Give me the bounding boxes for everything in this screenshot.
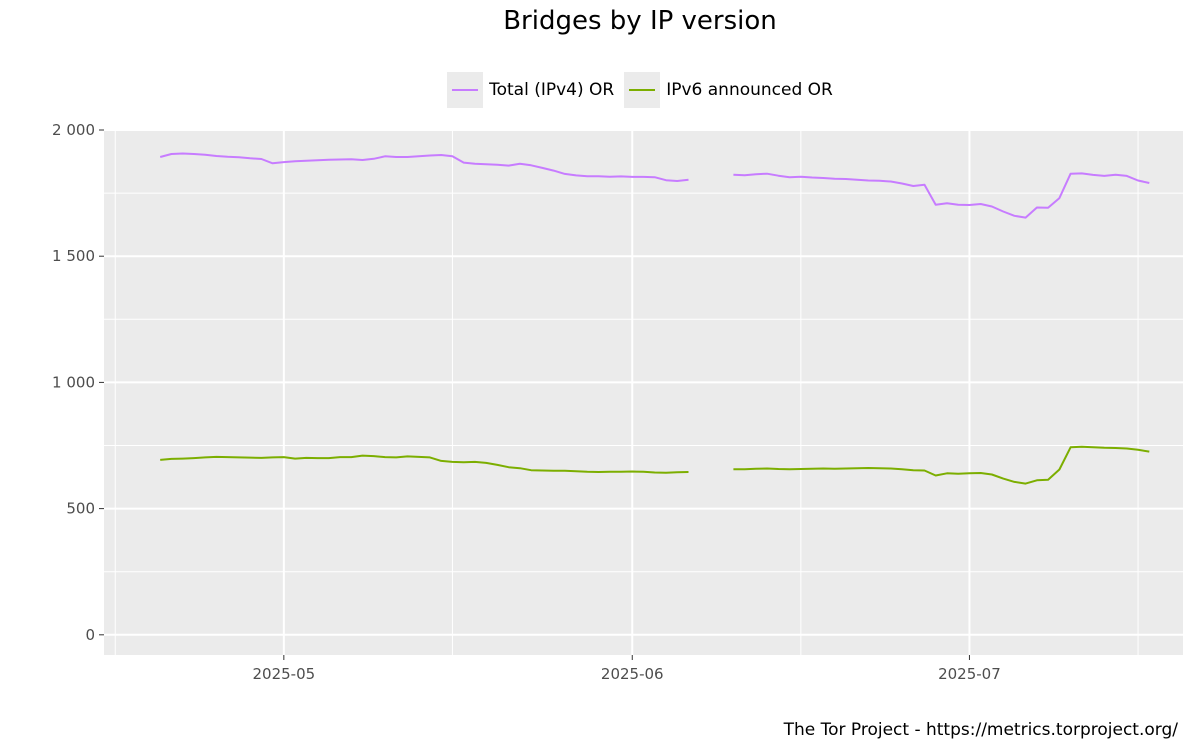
chart-title: Bridges by IP version [503, 6, 777, 36]
legend-item-ipv6: IPv6 announced OR [624, 72, 833, 108]
y-tick-label: 1 000 [52, 373, 95, 391]
y-tick-label: 500 [66, 500, 95, 518]
series-line-ipv6-announced [160, 454, 689, 474]
series-line-ipv4-total [733, 172, 1150, 219]
plot-area: 0 500 1 000 1 500 2 000 2025-05 2025-06 2025-07 [52, 121, 1183, 683]
legend-key-ipv4 [447, 72, 484, 108]
legend-label-ipv6: IPv6 announced OR [666, 80, 833, 100]
y-tick-label: 0 [85, 626, 95, 644]
series-line-ipv6-announced [733, 445, 1150, 485]
x-tick-label: 2025-05 [252, 665, 315, 683]
legend-label-ipv4: Total (IPv4) OR [489, 80, 615, 100]
y-tick-label: 2 000 [52, 121, 95, 139]
legend: Total (IPv4) OR IPv6 announced OR [0, 72, 1200, 108]
plot-panel [104, 130, 1183, 655]
y-tick-label: 1 500 [52, 247, 95, 265]
legend-key-ipv6 [624, 72, 661, 108]
x-tick-label: 2025-06 [601, 665, 664, 683]
credit-text: The Tor Project - https://metrics.torpro… [783, 720, 1178, 740]
series-line-ipv4-total [159, 152, 689, 182]
legend-item-ipv4: Total (IPv4) OR [447, 72, 614, 108]
x-tick-label: 2025-07 [938, 665, 1001, 683]
